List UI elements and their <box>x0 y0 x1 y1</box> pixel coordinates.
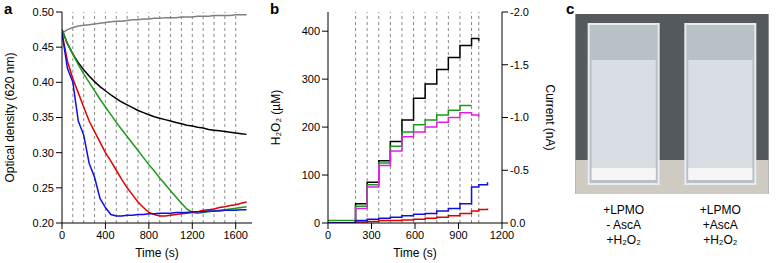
svg-text:1200: 1200 <box>180 229 204 241</box>
svg-text:0.20: 0.20 <box>33 217 54 229</box>
svg-text:+LPMO: +LPMO <box>700 203 741 217</box>
svg-text:+H₂O₂: +H₂O₂ <box>703 233 738 247</box>
svg-text:-2.0: -2.0 <box>510 6 529 18</box>
svg-text:0.35: 0.35 <box>33 111 54 123</box>
svg-text:Time (s): Time (s) <box>135 246 179 260</box>
svg-text:+AscA: +AscA <box>703 218 738 232</box>
svg-text:0.0: 0.0 <box>510 217 525 229</box>
svg-text:Optical density (620 nm): Optical density (620 nm) <box>3 52 17 182</box>
svg-text:1200: 1200 <box>490 229 514 241</box>
svg-text:400: 400 <box>96 229 114 241</box>
html-text:b: b <box>270 0 280 17</box>
svg-text:+H₂O₂: +H₂O₂ <box>607 233 642 247</box>
svg-text:0.30: 0.30 <box>33 147 54 159</box>
svg-text:-1.5: -1.5 <box>510 59 529 71</box>
svg-text:Current (nA): Current (nA) <box>543 84 557 150</box>
svg-text:0.40: 0.40 <box>33 76 54 88</box>
svg-text:800: 800 <box>140 229 158 241</box>
svg-text:200: 200 <box>302 121 320 133</box>
svg-text:1600: 1600 <box>223 229 247 241</box>
svg-text:0: 0 <box>314 217 320 229</box>
html-text:c: c <box>566 0 575 17</box>
svg-text:0.45: 0.45 <box>33 41 54 53</box>
svg-text:300: 300 <box>302 73 320 85</box>
svg-text:0.50: 0.50 <box>33 6 54 18</box>
svg-text:600: 600 <box>406 229 424 241</box>
svg-text:H₂O₂ (µM): H₂O₂ (µM) <box>269 90 283 146</box>
svg-text:-1.0: -1.0 <box>510 111 529 123</box>
svg-text:0.25: 0.25 <box>33 182 54 194</box>
svg-text:100: 100 <box>302 169 320 181</box>
svg-text:400: 400 <box>302 25 320 37</box>
svg-text:-0.5: -0.5 <box>510 164 529 176</box>
svg-text:0: 0 <box>59 229 65 241</box>
svg-text:Time (s): Time (s) <box>393 246 437 260</box>
html-text:a: a <box>4 0 13 17</box>
svg-text:+LPMO: +LPMO <box>603 203 644 217</box>
svg-text:0: 0 <box>325 229 331 241</box>
svg-text:300: 300 <box>362 229 380 241</box>
svg-text:- AscA: - AscA <box>606 218 641 232</box>
svg-text:900: 900 <box>449 229 467 241</box>
